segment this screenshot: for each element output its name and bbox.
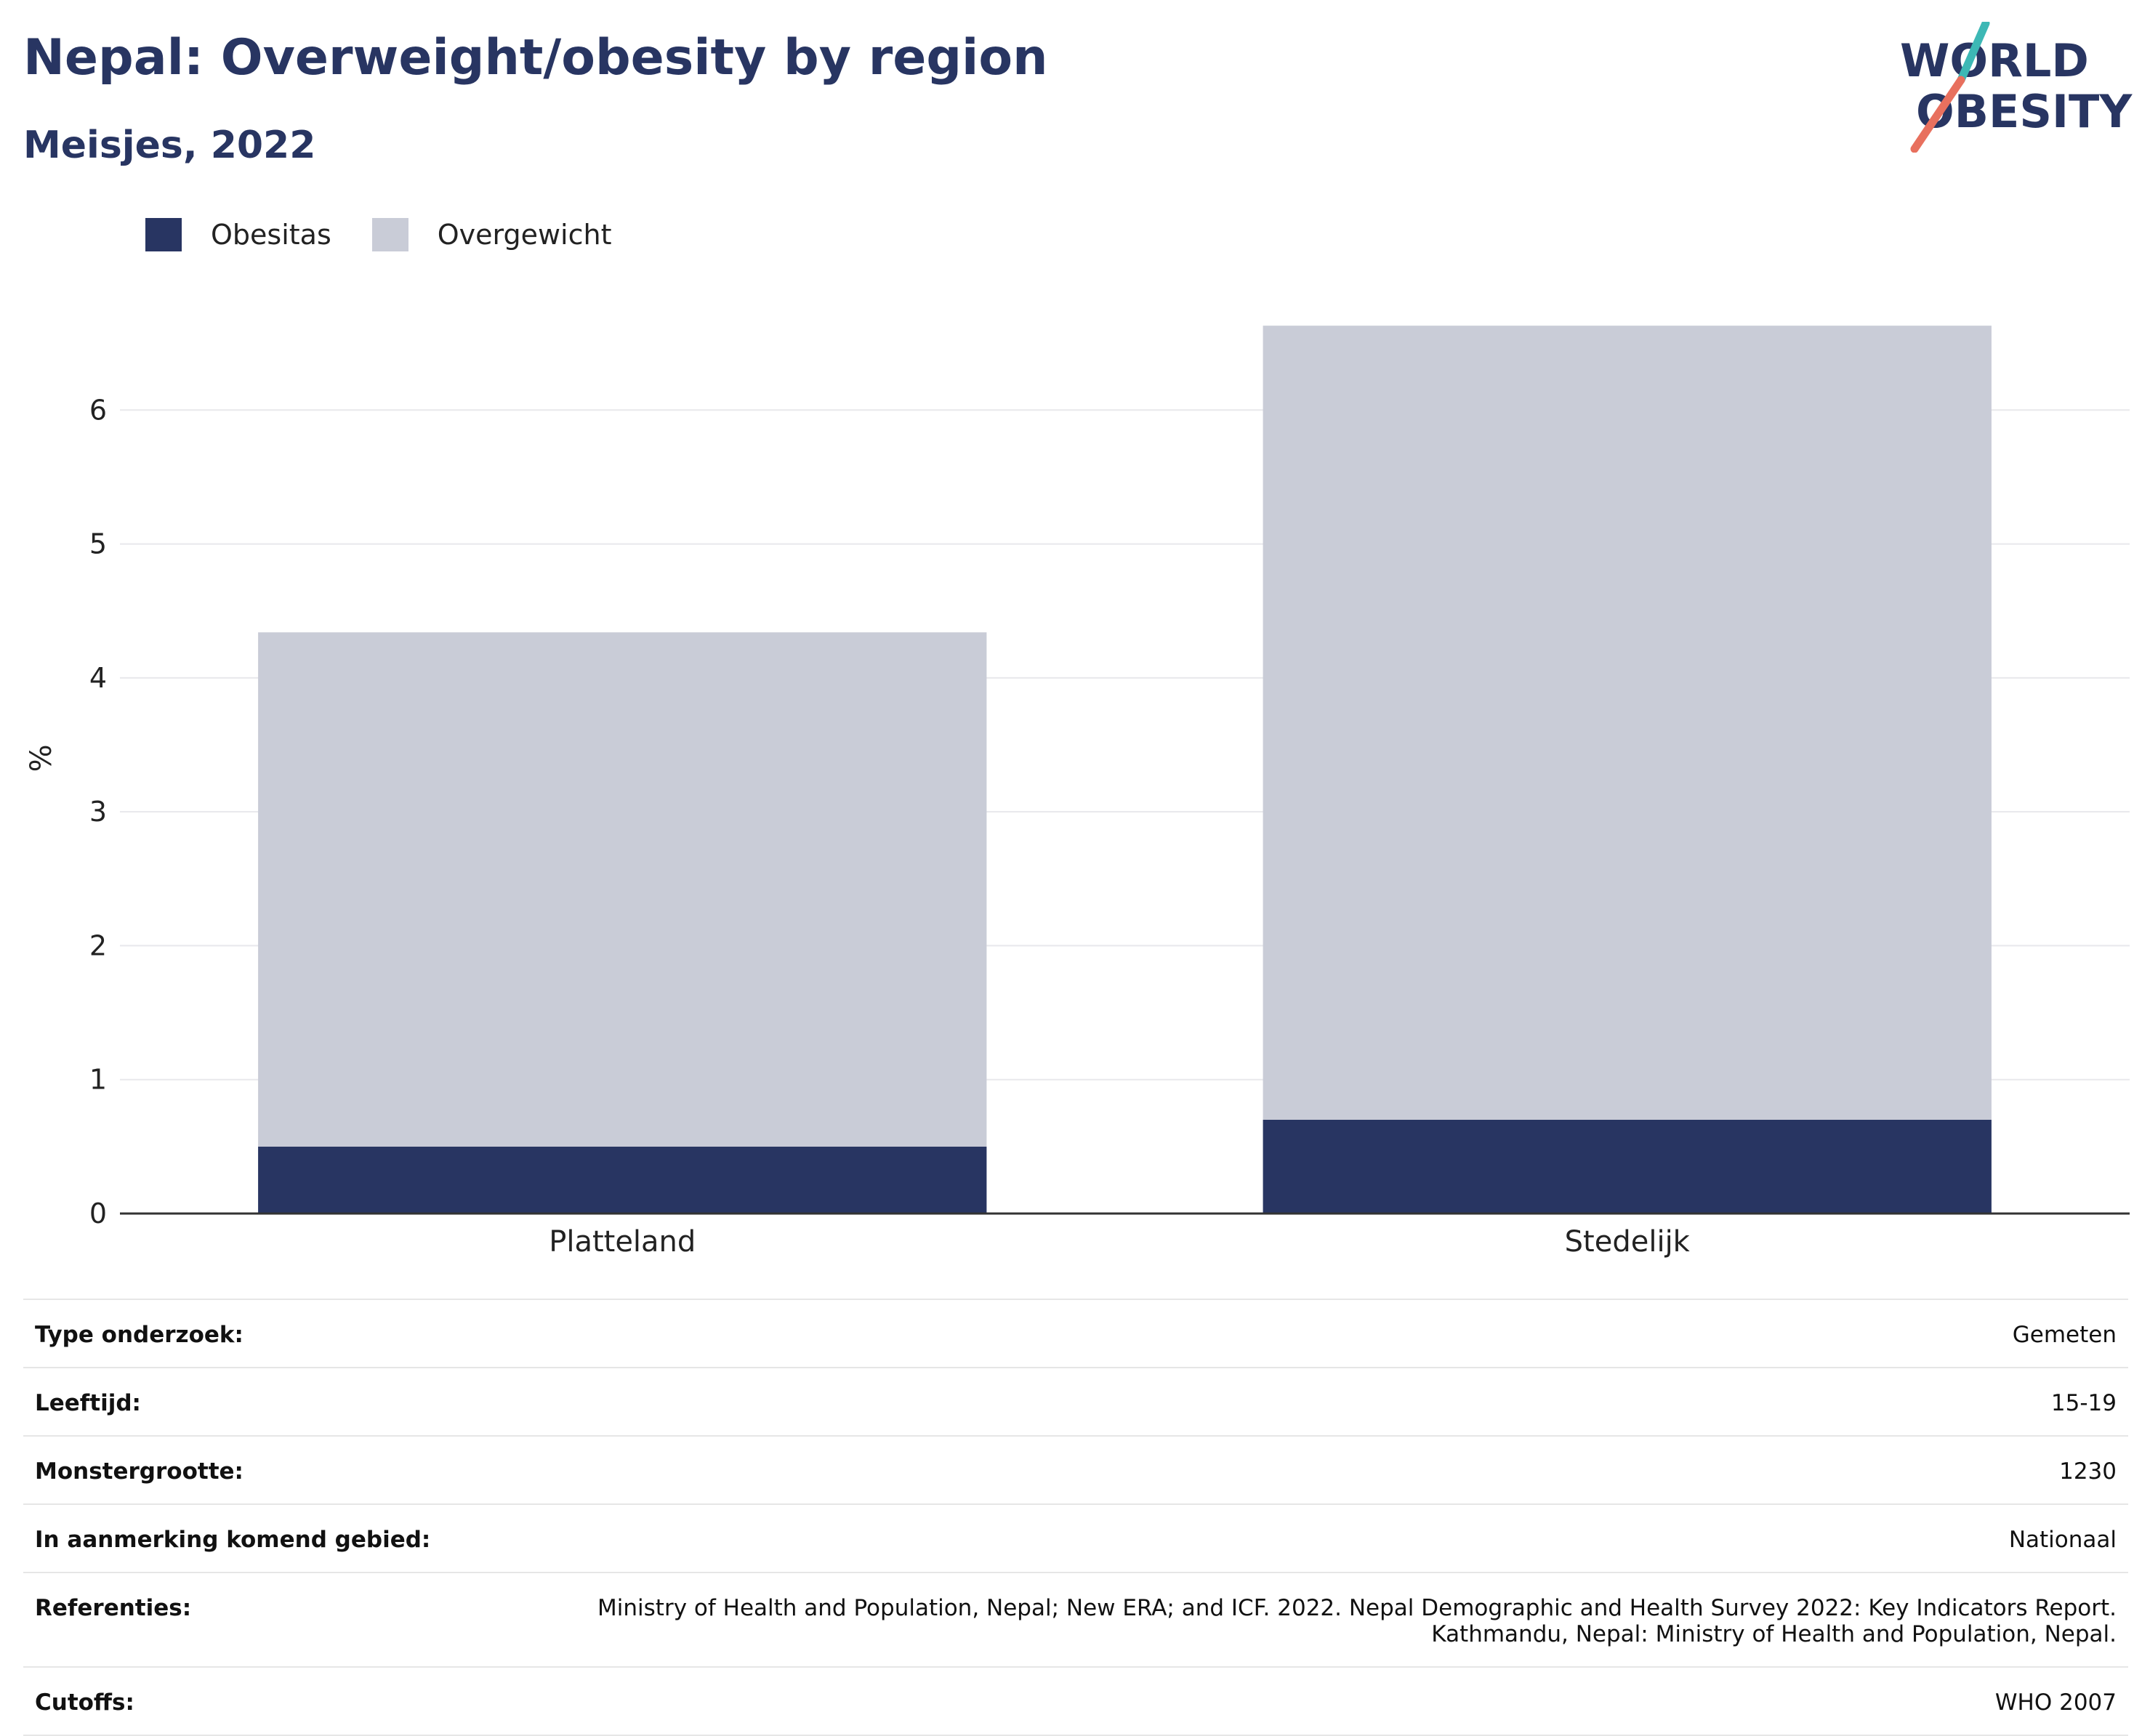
bar-chart: 0 1 2 3 4 5 6% Platteland Stedelijk (25, 326, 2130, 1259)
bar-obesitas-stedelijk (1263, 1120, 1992, 1214)
y-tick-label: 0 (89, 1198, 107, 1230)
info-value: 1230 (2059, 1458, 2117, 1485)
info-value: 15-19 (2050, 1390, 2117, 1416)
y-tick-label: 6 (89, 394, 107, 426)
info-row: Monstergrootte: 1230 (23, 1435, 2128, 1503)
legend-swatch-overgewicht (371, 218, 408, 251)
logo-text-world: WORLD (1900, 34, 2089, 87)
info-value: Nationaal (2008, 1527, 2117, 1553)
chart-legend: Obesitas Overgewicht (145, 218, 653, 251)
info-value: Gemeten (2012, 1322, 2117, 1348)
logo-teal-stroke (1957, 22, 1990, 84)
legend-label-overgewicht: Overgewicht (437, 219, 612, 251)
x-tick-label: Stedelijk (1565, 1225, 1691, 1259)
y-axis-label: % (25, 744, 58, 772)
info-key: Type onderzoek: (35, 1322, 243, 1348)
info-row: Type onderzoek: Gemeten (23, 1299, 2128, 1367)
info-row: Cutoffs: WHO 2007 (23, 1666, 2128, 1736)
info-row: Leeftijd: 15-19 (23, 1367, 2128, 1435)
y-tick-label: 2 (89, 929, 107, 961)
legend-item-obesitas[interactable]: Obesitas (145, 218, 331, 251)
y-tick-label: 4 (89, 662, 107, 694)
logo-coral-stroke (1910, 76, 1965, 153)
legend-label-obesitas: Obesitas (211, 219, 331, 251)
info-value: WHO 2007 (1994, 1689, 2117, 1716)
info-table: Type onderzoek: Gemeten Leeftijd: 15-19 Mons… (23, 1299, 2128, 1736)
bar-overgewicht-stedelijk (1263, 326, 1992, 1120)
info-key: Referenties: (35, 1595, 192, 1621)
bar-obesitas-platteland (258, 1146, 987, 1214)
x-tick-label: Platteland (549, 1225, 696, 1259)
info-value: Ministry of Health and Population, Nepal… (597, 1595, 2117, 1647)
info-row: In aanmerking komend gebied: Nationaal (23, 1503, 2128, 1572)
y-tick-label: 5 (89, 528, 107, 560)
legend-swatch-obesitas (145, 218, 182, 251)
info-key: Cutoffs: (35, 1689, 134, 1716)
info-key: Leeftijd: (35, 1390, 141, 1416)
chart-title: Nepal: Overweight/obesity by region (23, 29, 1048, 86)
info-row: Referenties: Ministry of Health and Popul… (23, 1572, 2128, 1666)
info-key: In aanmerking komend gebied: (35, 1527, 431, 1553)
legend-item-overgewicht[interactable]: Overgewicht (371, 218, 612, 251)
y-tick-label: 1 (89, 1064, 107, 1096)
bar-overgewicht-platteland (258, 632, 987, 1147)
world-obesity-logo: WORLD OBESITY (1900, 22, 2133, 153)
y-tick-label: 3 (89, 796, 107, 828)
info-key: Monstergrootte: (35, 1458, 243, 1485)
chart-subtitle: Meisjes, 2022 (23, 124, 316, 167)
